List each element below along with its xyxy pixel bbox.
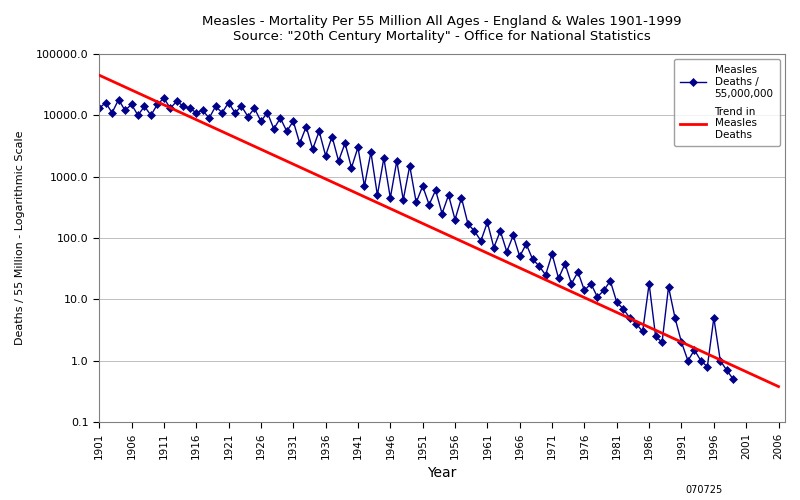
Measles
Deaths /
55,000,000 <box>438 210 447 216</box>
Measles
Deaths /
55,000,000 <box>159 95 169 101</box>
Legend: Measles
Deaths /
55,000,000, Trend in
Measles
Deaths: Measles Deaths / 55,000,000, Trend in Me… <box>674 59 780 146</box>
Y-axis label: Deaths / 55 Million - Logarithmic Scale: Deaths / 55 Million - Logarithmic Scale <box>15 131 25 346</box>
X-axis label: Year: Year <box>427 466 457 480</box>
Text: 070725: 070725 <box>686 485 722 495</box>
Line: Measles
Deaths /
55,000,000: Measles Deaths / 55,000,000 <box>96 96 736 382</box>
Title: Measles - Mortality Per 55 Million All Ages - England & Wales 1901-1999
Source: : Measles - Mortality Per 55 Million All A… <box>202 15 682 43</box>
Measles
Deaths /
55,000,000 <box>269 126 278 132</box>
Measles
Deaths /
55,000,000 <box>295 140 305 146</box>
Measles
Deaths /
55,000,000 <box>599 288 609 294</box>
Measles
Deaths /
55,000,000 <box>729 376 738 382</box>
Measles
Deaths /
55,000,000 <box>418 183 427 189</box>
Measles
Deaths /
55,000,000 <box>250 106 259 112</box>
Measles
Deaths /
55,000,000 <box>94 106 104 112</box>
